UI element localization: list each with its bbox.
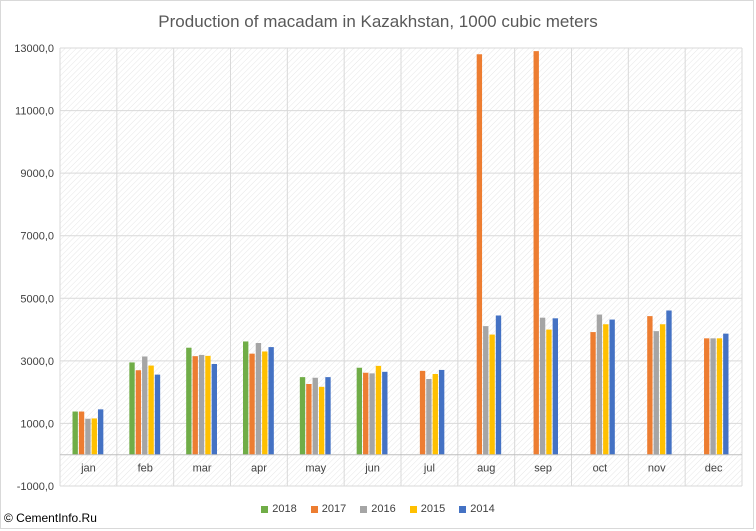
bar-2015-sep bbox=[546, 329, 552, 455]
bar-2017-jun bbox=[363, 372, 369, 455]
bar-2016-oct bbox=[596, 314, 603, 455]
x-tick-label: sep bbox=[534, 463, 552, 475]
legend-label: 2015 bbox=[420, 503, 446, 515]
bar-2017-jul bbox=[419, 370, 426, 455]
bar-2016-may bbox=[312, 377, 318, 455]
y-tick-label: 7000,0 bbox=[20, 231, 54, 243]
legend-swatch bbox=[310, 505, 318, 513]
bar-2016-aug bbox=[483, 326, 489, 455]
x-tick-label: nov bbox=[648, 463, 666, 475]
legend-label: 2016 bbox=[371, 503, 396, 515]
bar-2017-sep bbox=[533, 51, 539, 455]
bar-2015-oct bbox=[603, 324, 609, 455]
legend-item-2017: 2017 bbox=[310, 503, 347, 515]
grid-layer bbox=[59, 47, 743, 487]
legend-swatch bbox=[459, 505, 467, 513]
legend-item-2018: 2018 bbox=[261, 503, 297, 515]
x-tick-label: feb bbox=[138, 463, 153, 475]
y-tick-label: 9000,0 bbox=[20, 168, 54, 180]
bar-2016-mar bbox=[198, 354, 205, 455]
x-tick-label: may bbox=[305, 463, 326, 475]
bar-2016-jan bbox=[85, 418, 91, 455]
bar-2015-jul bbox=[432, 373, 438, 455]
bar-2014-jul bbox=[438, 369, 445, 455]
legend-item-2016: 2016 bbox=[360, 503, 396, 515]
bar-2015-jan bbox=[91, 418, 97, 455]
y-tick-label: 1000,0 bbox=[20, 418, 54, 430]
bar-2015-apr bbox=[262, 351, 268, 455]
x-tick-label: apr bbox=[251, 463, 267, 475]
bar-2017-dec bbox=[704, 338, 710, 455]
y-tick-label: 13000,0 bbox=[14, 43, 54, 55]
bar-2016-sep bbox=[539, 317, 546, 455]
bar-2016-feb bbox=[142, 356, 148, 455]
axis-layer: -1000,0 1000,0 3000,0 5000,0 7000,0 9000,0 110… bbox=[14, 43, 742, 493]
y-tick-label: -1000,0 bbox=[17, 481, 54, 493]
bar-2017-may bbox=[306, 384, 312, 455]
x-tick-label: dec bbox=[705, 463, 723, 475]
watermark: © CementInfo.Ru bbox=[4, 511, 97, 525]
bar-2015-feb bbox=[148, 365, 154, 455]
x-tick-label: jan bbox=[80, 463, 96, 475]
x-tick-label: oct bbox=[593, 463, 608, 475]
bar-2014-aug bbox=[495, 315, 502, 455]
y-tick-label: 11000,0 bbox=[15, 106, 54, 118]
bars-layer bbox=[72, 51, 729, 455]
bar-2014-mar bbox=[211, 363, 217, 455]
bar-2015-aug bbox=[489, 334, 495, 455]
chart-title: Production of macadam in Kazakhstan, 100… bbox=[158, 12, 598, 31]
legend-swatch bbox=[409, 505, 417, 513]
bar-2014-dec bbox=[723, 333, 729, 455]
bar-2015-nov bbox=[659, 324, 666, 455]
bar-2015-may bbox=[318, 386, 325, 455]
legend-label: 2018 bbox=[272, 503, 297, 515]
bar-2014-apr bbox=[268, 347, 274, 455]
bar-2014-jan bbox=[97, 409, 104, 455]
bar-2017-nov bbox=[647, 316, 653, 455]
bar-2014-sep bbox=[552, 318, 558, 455]
bar-2017-aug bbox=[476, 54, 483, 455]
legend-label: 2014 bbox=[470, 503, 495, 515]
x-tick-label: jul bbox=[423, 463, 435, 475]
bar-2014-jun bbox=[382, 371, 388, 455]
bar-2014-feb bbox=[154, 374, 161, 455]
bar-2016-nov bbox=[653, 331, 659, 455]
bar-2014-nov bbox=[666, 310, 672, 455]
y-tick-label: 3000,0 bbox=[20, 356, 54, 368]
bar-2017-apr bbox=[249, 353, 255, 455]
legend-swatch bbox=[261, 505, 269, 513]
bar-2015-jun bbox=[375, 365, 382, 455]
bar-2016-jul bbox=[426, 379, 432, 455]
x-tick-label: jun bbox=[364, 463, 380, 475]
bar-2018-jan bbox=[72, 411, 78, 455]
bar-2015-dec bbox=[716, 338, 723, 455]
bar-2016-dec bbox=[710, 338, 716, 455]
bar-2016-apr bbox=[255, 343, 262, 455]
y-tick-label: 5000,0 bbox=[20, 293, 54, 305]
legend-item-2015: 2015 bbox=[409, 503, 446, 515]
bar-2014-oct bbox=[609, 319, 615, 455]
bar-2018-jun bbox=[356, 367, 363, 455]
x-tick-label: mar bbox=[193, 463, 212, 475]
bar-2018-may bbox=[299, 377, 306, 455]
legend-item-2014: 2014 bbox=[459, 503, 495, 515]
bar-2014-may bbox=[325, 377, 331, 455]
legend: 2018 2017 2016 2015 2014 bbox=[0, 503, 756, 515]
bar-2018-mar bbox=[186, 347, 192, 455]
bar-2016-jun bbox=[369, 373, 375, 455]
x-tick-label: aug bbox=[477, 463, 495, 475]
bar-2017-jan bbox=[78, 411, 85, 455]
bar-2017-oct bbox=[590, 332, 596, 455]
bar-2017-mar bbox=[192, 356, 198, 455]
legend-label: 2017 bbox=[321, 503, 347, 515]
bar-2018-apr bbox=[243, 341, 249, 455]
bar-2015-mar bbox=[205, 355, 211, 455]
bar-2017-feb bbox=[135, 370, 142, 455]
bar-2018-feb bbox=[129, 362, 135, 455]
legend-swatch bbox=[360, 505, 368, 513]
